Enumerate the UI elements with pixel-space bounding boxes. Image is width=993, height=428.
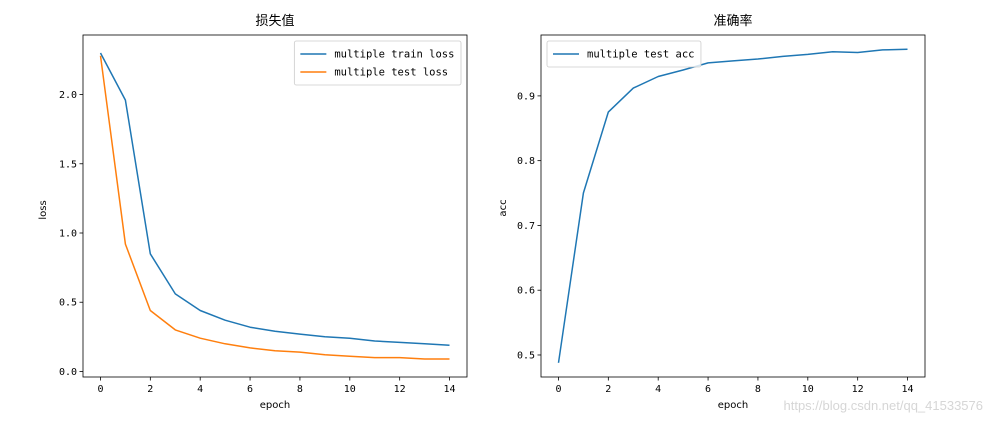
accuracy-y-tick-label: 0.6 (517, 286, 535, 297)
loss-y-tick-label: 1.0 (59, 229, 77, 240)
loss-legend: multiple train loss multiple test loss (293, 40, 462, 86)
accuracy-x-tick-label: 8 (755, 384, 761, 395)
loss-x-tick-label: 12 (394, 384, 406, 395)
accuracy-legend-box (546, 40, 702, 68)
loss-y-tick-label: 2.0 (59, 90, 77, 101)
legend-label-test-acc: multiple test acc (587, 49, 694, 61)
loss-y-tick-label: 0.0 (59, 367, 77, 378)
loss-y-tick-label: 0.5 (59, 298, 77, 309)
watermark-text: https://blog.csdn.net/qq_41533576 (783, 398, 984, 413)
accuracy-axes-frame (540, 34, 926, 378)
loss-y-axis-label: loss (38, 200, 49, 219)
loss-legend-box (293, 40, 462, 86)
loss-subplot: 损失值 epoch loss 0 2 4 6 8 10 12 14 0.0 0.5 1.0 1.5 2.… (38, 13, 468, 411)
accuracy-y-tick-label: 0.7 (517, 221, 535, 232)
legend-label-test-loss: multiple test loss (334, 67, 448, 79)
loss-x-tick-label: 14 (444, 384, 456, 395)
accuracy-legend: multiple test acc (546, 40, 702, 68)
loss-x-tick-label: 2 (147, 384, 153, 395)
accuracy-subplot: 准确率 epoch acc 0 2 4 6 8 10 12 14 0.5 0.6 0.7 0.8 0.9… (498, 13, 926, 411)
loss-x-axis-label: epoch (260, 400, 290, 411)
loss-y-tick-label: 1.5 (59, 159, 77, 170)
loss-series-test-loss (99, 55, 450, 360)
loss-x-tick-label: 6 (247, 384, 253, 395)
accuracy-x-tick-label: 2 (605, 384, 611, 395)
accuracy-y-tick-label: 0.9 (517, 91, 535, 102)
loss-x-tick-label: 0 (97, 384, 103, 395)
accuracy-y-tick-label: 0.8 (517, 156, 535, 167)
loss-x-tick-label: 4 (197, 384, 203, 395)
loss-series-train-loss (99, 52, 450, 346)
loss-chart-title: 损失值 (255, 13, 294, 29)
loss-axes-frame (82, 34, 468, 378)
loss-x-tick-label: 10 (344, 384, 356, 395)
accuracy-series-test-acc (557, 48, 908, 363)
accuracy-x-tick-label: 0 (555, 384, 561, 395)
accuracy-x-tick-label: 12 (852, 384, 864, 395)
accuracy-x-tick-label: 6 (705, 384, 711, 395)
accuracy-y-axis-label: acc (498, 199, 509, 216)
accuracy-y-tick-label: 0.5 (517, 350, 535, 361)
legend-label-train-loss: multiple train loss (334, 49, 454, 61)
accuracy-x-axis-label: epoch (718, 400, 748, 411)
accuracy-x-tick-label: 4 (655, 384, 661, 395)
loss-x-tick-label: 8 (297, 384, 303, 395)
accuracy-x-tick-label: 14 (902, 384, 914, 395)
accuracy-x-tick-label: 10 (802, 384, 814, 395)
accuracy-chart-title: 准确率 (713, 13, 752, 29)
